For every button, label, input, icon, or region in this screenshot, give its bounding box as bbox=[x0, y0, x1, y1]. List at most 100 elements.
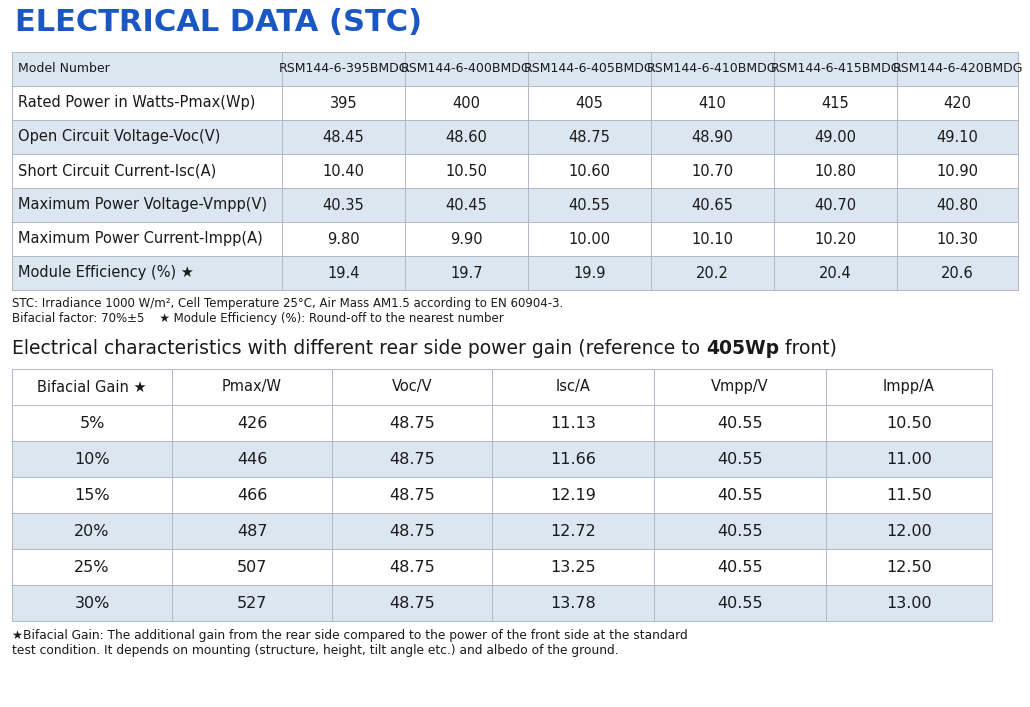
Bar bbox=[654, 369, 826, 405]
Text: 13.00: 13.00 bbox=[886, 595, 932, 611]
Bar bbox=[282, 120, 405, 154]
Bar bbox=[282, 188, 405, 222]
Text: 19.7: 19.7 bbox=[450, 266, 483, 281]
Text: 49.00: 49.00 bbox=[815, 129, 857, 144]
Bar bbox=[528, 86, 651, 120]
Bar bbox=[12, 154, 282, 188]
Bar bbox=[492, 441, 654, 477]
Bar bbox=[528, 222, 651, 256]
Bar bbox=[12, 405, 172, 441]
Bar bbox=[332, 513, 492, 549]
Text: RSM144-6-420BMDG: RSM144-6-420BMDG bbox=[892, 62, 1023, 76]
Text: Open Circuit Voltage-Voc(V): Open Circuit Voltage-Voc(V) bbox=[18, 129, 220, 144]
Text: Short Circuit Current-Isc(A): Short Circuit Current-Isc(A) bbox=[18, 163, 216, 178]
Bar bbox=[774, 86, 897, 120]
Text: RSM144-6-395BMDG: RSM144-6-395BMDG bbox=[278, 62, 409, 76]
Bar bbox=[12, 188, 282, 222]
Text: 49.10: 49.10 bbox=[936, 129, 978, 144]
Text: Maximum Power Current-Impp(A): Maximum Power Current-Impp(A) bbox=[18, 231, 263, 247]
Text: 415: 415 bbox=[822, 95, 850, 110]
Bar bbox=[12, 256, 282, 290]
Text: RSM144-6-410BMDG: RSM144-6-410BMDG bbox=[647, 62, 778, 76]
Text: 40.70: 40.70 bbox=[815, 197, 857, 213]
Text: 10%: 10% bbox=[74, 452, 110, 467]
Bar bbox=[492, 405, 654, 441]
Bar bbox=[332, 369, 492, 405]
Text: 20%: 20% bbox=[74, 523, 110, 539]
Bar bbox=[492, 549, 654, 585]
Text: Model Number: Model Number bbox=[18, 62, 110, 76]
Text: 20.2: 20.2 bbox=[696, 266, 729, 281]
Text: 48.90: 48.90 bbox=[691, 129, 733, 144]
Bar bbox=[282, 154, 405, 188]
Text: 48.75: 48.75 bbox=[389, 523, 435, 539]
Text: Pmax/W: Pmax/W bbox=[222, 380, 282, 395]
Bar bbox=[172, 513, 332, 549]
Text: 11.00: 11.00 bbox=[886, 452, 932, 467]
Bar bbox=[172, 477, 332, 513]
Bar bbox=[654, 585, 826, 621]
Text: STC: Irradiance 1000 W/m², Cell Temperature 25°C, Air Mass AM1.5 according to EN: STC: Irradiance 1000 W/m², Cell Temperat… bbox=[12, 297, 563, 310]
Bar bbox=[405, 120, 528, 154]
Bar bbox=[332, 585, 492, 621]
Bar bbox=[651, 188, 774, 222]
Text: 10.90: 10.90 bbox=[936, 163, 978, 178]
Bar bbox=[492, 585, 654, 621]
Text: 400: 400 bbox=[452, 95, 481, 110]
Text: 40.55: 40.55 bbox=[717, 523, 763, 539]
Text: 446: 446 bbox=[237, 452, 267, 467]
Text: 10.50: 10.50 bbox=[886, 416, 932, 431]
Text: 13.25: 13.25 bbox=[550, 559, 595, 575]
Bar bbox=[774, 188, 897, 222]
Text: 20.6: 20.6 bbox=[941, 266, 974, 281]
Bar bbox=[651, 154, 774, 188]
Bar bbox=[654, 405, 826, 441]
Text: 410: 410 bbox=[698, 95, 726, 110]
Text: 10.20: 10.20 bbox=[815, 231, 857, 247]
Text: 10.50: 10.50 bbox=[446, 163, 487, 178]
Bar bbox=[897, 86, 1018, 120]
Bar bbox=[332, 477, 492, 513]
Bar bbox=[651, 120, 774, 154]
Text: 19.4: 19.4 bbox=[328, 266, 359, 281]
Bar bbox=[528, 52, 651, 86]
Text: 48.45: 48.45 bbox=[322, 129, 365, 144]
Bar bbox=[654, 477, 826, 513]
Text: 10.70: 10.70 bbox=[691, 163, 733, 178]
Bar bbox=[282, 222, 405, 256]
Bar bbox=[332, 549, 492, 585]
Text: 48.60: 48.60 bbox=[446, 129, 487, 144]
Bar bbox=[528, 256, 651, 290]
Text: 11.13: 11.13 bbox=[550, 416, 596, 431]
Text: Bifacial factor: 70%±5    ★ Module Efficiency (%): Round-off to the nearest numb: Bifacial factor: 70%±5 ★ Module Efficien… bbox=[12, 312, 504, 325]
Bar bbox=[651, 256, 774, 290]
Text: 48.75: 48.75 bbox=[389, 595, 435, 611]
Bar bbox=[826, 369, 992, 405]
Bar bbox=[654, 513, 826, 549]
Text: RSM144-6-415BMDG: RSM144-6-415BMDG bbox=[770, 62, 901, 76]
Bar bbox=[172, 405, 332, 441]
Text: 395: 395 bbox=[330, 95, 357, 110]
Bar bbox=[897, 222, 1018, 256]
Bar bbox=[405, 222, 528, 256]
Bar bbox=[282, 86, 405, 120]
Bar bbox=[826, 477, 992, 513]
Bar bbox=[897, 120, 1018, 154]
Text: 9.80: 9.80 bbox=[328, 231, 359, 247]
Bar bbox=[12, 86, 282, 120]
Bar bbox=[172, 585, 332, 621]
Bar bbox=[12, 222, 282, 256]
Bar bbox=[12, 585, 172, 621]
Bar bbox=[172, 441, 332, 477]
Text: 466: 466 bbox=[237, 488, 267, 503]
Bar bbox=[492, 477, 654, 513]
Bar bbox=[651, 86, 774, 120]
Bar bbox=[12, 477, 172, 513]
Text: test condition. It depends on mounting (structure, height, tilt angle etc.) and : test condition. It depends on mounting (… bbox=[12, 644, 619, 657]
Text: 40.55: 40.55 bbox=[717, 595, 763, 611]
Bar bbox=[282, 256, 405, 290]
Bar bbox=[897, 188, 1018, 222]
Text: 5%: 5% bbox=[79, 416, 105, 431]
Bar bbox=[774, 256, 897, 290]
Bar bbox=[12, 441, 172, 477]
